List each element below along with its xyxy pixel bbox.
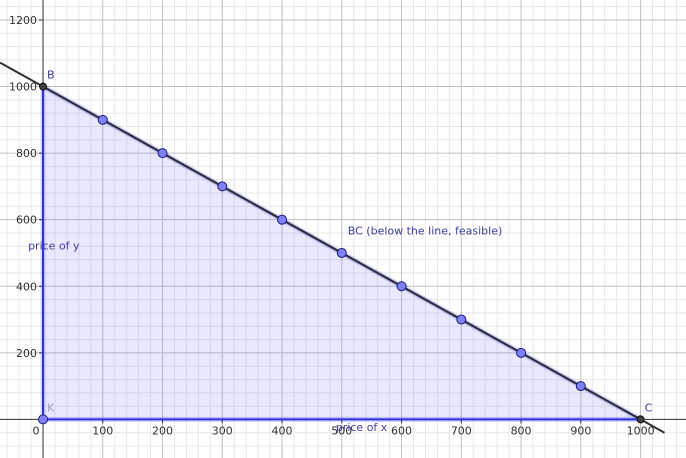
endpoint-label-c: C — [645, 401, 653, 414]
x-tick-label: 800 — [511, 424, 532, 437]
x-tick-label: 100 — [92, 424, 113, 437]
labels-layer: B C K BC (below the line, feasible) price of… — [28, 69, 653, 434]
y-tick-label: 1200 — [9, 14, 37, 27]
y-tick-label: 200 — [16, 347, 37, 360]
data-point — [575, 381, 586, 392]
data-point — [456, 314, 467, 325]
data-point — [217, 181, 228, 192]
x-tick-label: 1000 — [627, 424, 655, 437]
y-tick-label: 800 — [16, 147, 37, 160]
x-tick-label: 0 — [33, 424, 40, 437]
point-label-k: K — [47, 401, 55, 414]
points-layer — [38, 82, 645, 425]
endpoint-label-b: B — [47, 69, 55, 82]
y-caption: price of y — [28, 240, 80, 253]
data-point — [277, 214, 288, 225]
y-tick-label: 1000 — [9, 81, 37, 94]
data-point — [516, 347, 527, 358]
data-point — [97, 114, 108, 125]
x-tick-label: 700 — [451, 424, 472, 437]
data-point — [396, 281, 407, 292]
data-point — [157, 148, 168, 159]
y-tick-label: 600 — [16, 214, 37, 227]
x-caption: price of x — [336, 421, 388, 434]
x-tick-label: 200 — [152, 424, 173, 437]
x-tick-label: 400 — [272, 424, 293, 437]
endpoint-point — [39, 82, 48, 91]
y-tick-label: 400 — [16, 280, 37, 293]
budget-line — [0, 61, 665, 434]
data-point — [336, 247, 347, 258]
endpoint-point — [636, 415, 645, 424]
data-point — [38, 414, 49, 425]
x-tick-label: 600 — [391, 424, 412, 437]
tick-label-layer: 0 100 200 300 400 500 600 700 800 900 1000 200 400 60… — [9, 14, 655, 437]
budget-line-layer — [0, 61, 665, 434]
x-tick-label: 900 — [570, 424, 591, 437]
x-tick-label: 500 — [331, 424, 352, 437]
line-label: BC (below the line, feasible) — [348, 225, 503, 238]
x-tick-label: 300 — [212, 424, 233, 437]
